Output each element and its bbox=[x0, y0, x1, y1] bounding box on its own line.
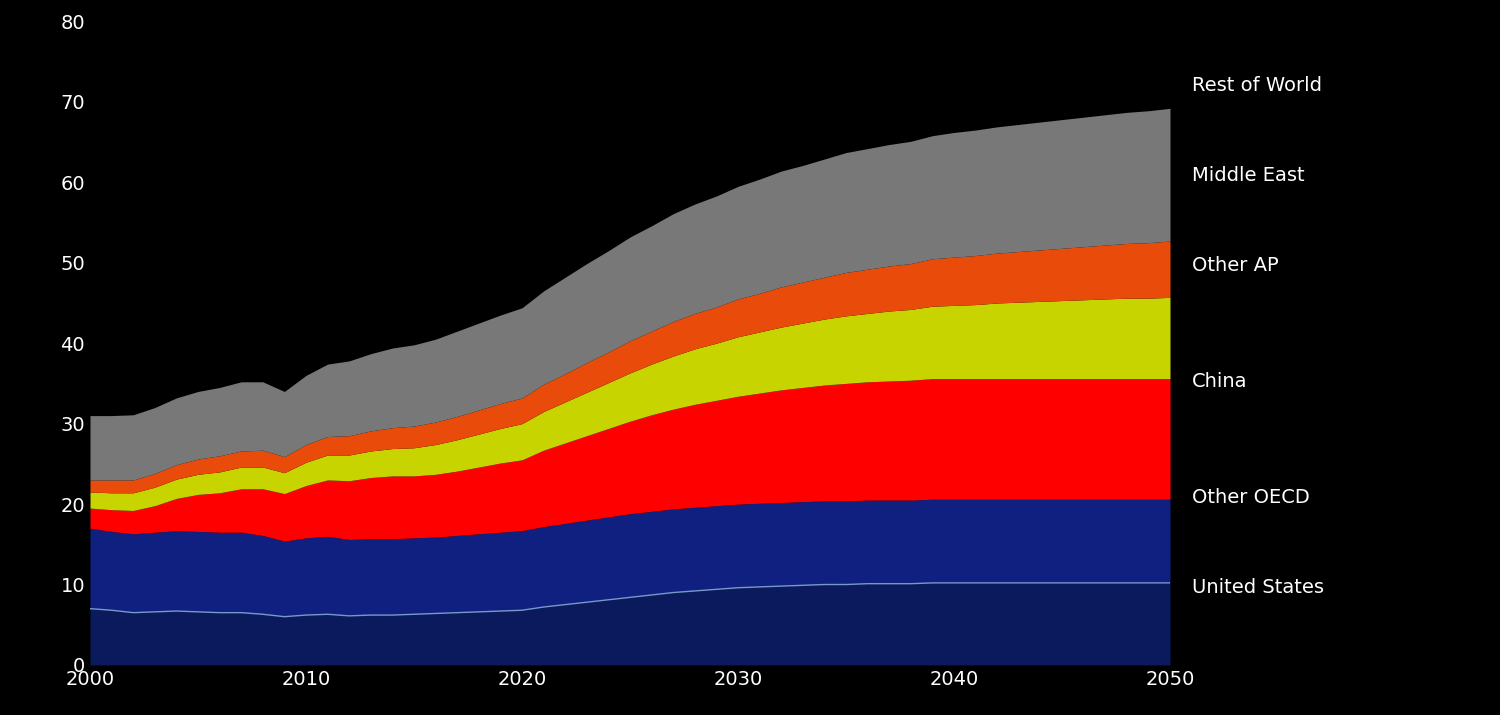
Text: United States: United States bbox=[1191, 578, 1323, 597]
Text: Other AP: Other AP bbox=[1191, 257, 1278, 275]
Text: China: China bbox=[1191, 373, 1246, 391]
Text: Other OECD: Other OECD bbox=[1191, 488, 1310, 507]
Text: Rest of World: Rest of World bbox=[1191, 77, 1322, 95]
Text: Middle East: Middle East bbox=[1191, 167, 1304, 185]
